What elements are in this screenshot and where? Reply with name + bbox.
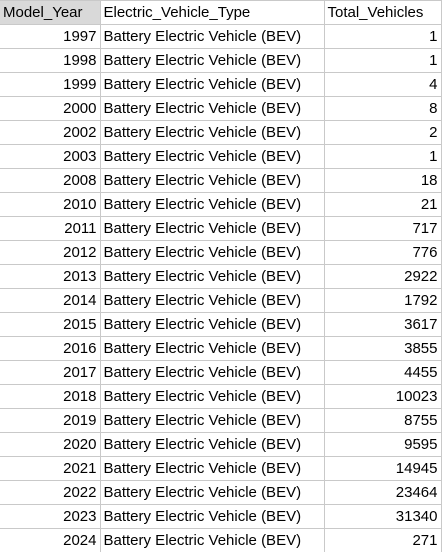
table-row: 2000 Battery Electric Vehicle (BEV) 8 [0,96,442,121]
table-row: 2011 Battery Electric Vehicle (BEV) 717 [0,216,442,241]
cell-model-year[interactable]: 1998 [0,48,101,73]
cell-model-year[interactable]: 2021 [0,456,101,481]
cell-model-year[interactable]: 2018 [0,384,101,409]
table-row: 2010 Battery Electric Vehicle (BEV) 21 [0,192,442,217]
cell-total-vehicles[interactable]: 8755 [324,408,442,433]
header-cell-model-year[interactable]: Model_Year [0,0,101,25]
table-row: 2022 Battery Electric Vehicle (BEV) 23464 [0,480,442,505]
table-row: 2021 Battery Electric Vehicle (BEV) 14945 [0,456,442,481]
header-cell-electric-vehicle-type[interactable]: Electric_Vehicle_Type [100,0,325,25]
cell-model-year[interactable]: 2014 [0,288,101,313]
table-row: 1999 Battery Electric Vehicle (BEV) 4 [0,72,442,97]
cell-model-year[interactable]: 2003 [0,144,101,169]
cell-model-year[interactable]: 2011 [0,216,101,241]
table-row: 2023 Battery Electric Vehicle (BEV) 31340 [0,504,442,529]
table-row: 2013 Battery Electric Vehicle (BEV) 2922 [0,264,442,289]
cell-model-year[interactable]: 2023 [0,504,101,529]
cell-model-year[interactable]: 2022 [0,480,101,505]
cell-total-vehicles[interactable]: 1 [324,24,442,49]
cell-total-vehicles[interactable]: 271 [324,528,442,552]
cell-total-vehicles[interactable]: 23464 [324,480,442,505]
table-row: 1997 Battery Electric Vehicle (BEV) 1 [0,24,442,49]
cell-total-vehicles[interactable]: 14945 [324,456,442,481]
table-row: 2008 Battery Electric Vehicle (BEV) 18 [0,168,442,193]
cell-total-vehicles[interactable]: 10023 [324,384,442,409]
cell-model-year[interactable]: 2000 [0,96,101,121]
cell-total-vehicles[interactable]: 4 [324,72,442,97]
cell-model-year[interactable]: 2012 [0,240,101,265]
cell-model-year[interactable]: 2013 [0,264,101,289]
cell-electric-vehicle-type[interactable]: Battery Electric Vehicle (BEV) [100,144,325,169]
cell-electric-vehicle-type[interactable]: Battery Electric Vehicle (BEV) [100,456,325,481]
cell-model-year[interactable]: 2019 [0,408,101,433]
table-row: 1998 Battery Electric Vehicle (BEV) 1 [0,48,442,73]
cell-model-year[interactable]: 2015 [0,312,101,337]
cell-model-year[interactable]: 2002 [0,120,101,145]
cell-total-vehicles[interactable]: 2922 [324,264,442,289]
cell-electric-vehicle-type[interactable]: Battery Electric Vehicle (BEV) [100,240,325,265]
table-row: 2018 Battery Electric Vehicle (BEV) 10023 [0,384,442,409]
cell-electric-vehicle-type[interactable]: Battery Electric Vehicle (BEV) [100,72,325,97]
cell-total-vehicles[interactable]: 18 [324,168,442,193]
cell-electric-vehicle-type[interactable]: Battery Electric Vehicle (BEV) [100,48,325,73]
cell-electric-vehicle-type[interactable]: Battery Electric Vehicle (BEV) [100,432,325,457]
cell-model-year[interactable]: 2020 [0,432,101,457]
cell-electric-vehicle-type[interactable]: Battery Electric Vehicle (BEV) [100,168,325,193]
cell-total-vehicles[interactable]: 717 [324,216,442,241]
table-row: 2017 Battery Electric Vehicle (BEV) 4455 [0,360,442,385]
cell-model-year[interactable]: 2016 [0,336,101,361]
header-cell-total-vehicles[interactable]: Total_Vehicles [324,0,442,25]
cell-total-vehicles[interactable]: 31340 [324,504,442,529]
cell-total-vehicles[interactable]: 21 [324,192,442,217]
cell-model-year[interactable]: 2008 [0,168,101,193]
cell-total-vehicles[interactable]: 1792 [324,288,442,313]
cell-electric-vehicle-type[interactable]: Battery Electric Vehicle (BEV) [100,96,325,121]
table-row: 2024 Battery Electric Vehicle (BEV) 271 [0,528,442,552]
table-row: 2016 Battery Electric Vehicle (BEV) 3855 [0,336,442,361]
table-row: 2012 Battery Electric Vehicle (BEV) 776 [0,240,442,265]
table-row: 2014 Battery Electric Vehicle (BEV) 1792 [0,288,442,313]
cell-model-year[interactable]: 1997 [0,24,101,49]
header-row: Model_Year Electric_Vehicle_Type Total_V… [0,0,442,25]
cell-model-year[interactable]: 1999 [0,72,101,97]
cell-electric-vehicle-type[interactable]: Battery Electric Vehicle (BEV) [100,312,325,337]
cell-electric-vehicle-type[interactable]: Battery Electric Vehicle (BEV) [100,216,325,241]
table-body: 1997 Battery Electric Vehicle (BEV) 1 1998 B… [0,24,442,552]
cell-model-year[interactable]: 2017 [0,360,101,385]
cell-model-year[interactable]: 2024 [0,528,101,552]
cell-total-vehicles[interactable]: 1 [324,48,442,73]
table-row: 2020 Battery Electric Vehicle (BEV) 9595 [0,432,442,457]
cell-total-vehicles[interactable]: 2 [324,120,442,145]
cell-model-year[interactable]: 2010 [0,192,101,217]
table-row: 2002 Battery Electric Vehicle (BEV) 2 [0,120,442,145]
cell-total-vehicles[interactable]: 776 [324,240,442,265]
cell-electric-vehicle-type[interactable]: Battery Electric Vehicle (BEV) [100,480,325,505]
cell-electric-vehicle-type[interactable]: Battery Electric Vehicle (BEV) [100,264,325,289]
cell-electric-vehicle-type[interactable]: Battery Electric Vehicle (BEV) [100,384,325,409]
cell-electric-vehicle-type[interactable]: Battery Electric Vehicle (BEV) [100,288,325,313]
cell-electric-vehicle-type[interactable]: Battery Electric Vehicle (BEV) [100,192,325,217]
cell-total-vehicles[interactable]: 8 [324,96,442,121]
cell-electric-vehicle-type[interactable]: Battery Electric Vehicle (BEV) [100,360,325,385]
cell-total-vehicles[interactable]: 3855 [324,336,442,361]
cell-electric-vehicle-type[interactable]: Battery Electric Vehicle (BEV) [100,336,325,361]
cell-electric-vehicle-type[interactable]: Battery Electric Vehicle (BEV) [100,504,325,529]
cell-total-vehicles[interactable]: 4455 [324,360,442,385]
cell-electric-vehicle-type[interactable]: Battery Electric Vehicle (BEV) [100,120,325,145]
cell-total-vehicles[interactable]: 3617 [324,312,442,337]
cell-total-vehicles[interactable]: 9595 [324,432,442,457]
table-row: 2019 Battery Electric Vehicle (BEV) 8755 [0,408,442,433]
cell-total-vehicles[interactable]: 1 [324,144,442,169]
cell-electric-vehicle-type[interactable]: Battery Electric Vehicle (BEV) [100,24,325,49]
cell-electric-vehicle-type[interactable]: Battery Electric Vehicle (BEV) [100,528,325,552]
table-row: 2003 Battery Electric Vehicle (BEV) 1 [0,144,442,169]
cell-electric-vehicle-type[interactable]: Battery Electric Vehicle (BEV) [100,408,325,433]
table-row: 2015 Battery Electric Vehicle (BEV) 3617 [0,312,442,337]
